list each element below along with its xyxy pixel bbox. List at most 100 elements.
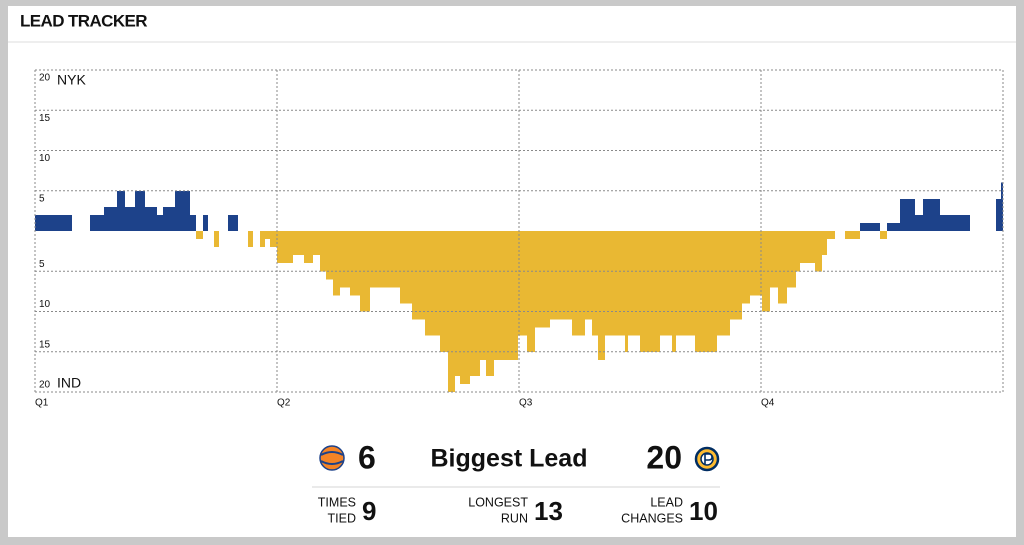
lead-bar: [534, 231, 551, 328]
x-tick-label: Q4: [761, 398, 775, 409]
nyk-logo: [319, 445, 345, 471]
lead-bar: [826, 231, 836, 240]
stat-label: LEAD: [650, 495, 683, 509]
lead-bar: [269, 231, 277, 248]
lead-bar: [860, 222, 880, 231]
lead-bar: [90, 214, 104, 231]
lead-bar: [777, 231, 788, 304]
lead-bar: [787, 231, 796, 288]
lead-bar: [400, 231, 412, 304]
ind-biggest-lead: 20: [646, 439, 682, 475]
lead-bar: [627, 231, 640, 336]
y-tick-label: 10: [39, 299, 51, 310]
lead-bar: [695, 231, 718, 352]
lead-bar: [459, 231, 470, 384]
lead-bar: [333, 231, 340, 296]
lead-bar: [35, 214, 72, 231]
lead-bar: [454, 231, 460, 376]
y-tick-label: 20: [39, 73, 51, 84]
lead-bar: [174, 190, 191, 231]
x-tick-label: Q3: [519, 398, 533, 409]
lead-bar: [411, 231, 426, 320]
lead-bar: [213, 231, 219, 248]
lead-bar: [485, 231, 494, 376]
lead-bar: [899, 198, 915, 231]
lead-bar: [103, 206, 118, 231]
lead-bar: [277, 231, 293, 264]
lead-bar: [598, 231, 605, 360]
lead-bar: [675, 231, 696, 336]
ind-logo: [694, 446, 720, 472]
y-tick-label: 20: [39, 380, 51, 391]
x-tick-label: Q2: [277, 398, 291, 409]
lead-bar: [584, 231, 593, 320]
lead-bar: [469, 231, 480, 376]
lead-bar: [144, 206, 158, 231]
lead-bar: [659, 231, 672, 336]
lead-bar: [624, 231, 628, 352]
lead-bar: [604, 231, 625, 336]
y-tick-label: 5: [39, 259, 45, 270]
lead-bar: [572, 231, 585, 336]
lead-bar: [914, 214, 923, 231]
lead-bar: [742, 231, 750, 304]
lead-bar: [671, 231, 676, 352]
lead-bar: [939, 214, 970, 231]
stat-label: CHANGES: [621, 511, 683, 525]
stat-label: TIED: [328, 511, 356, 525]
lead-bar: [227, 214, 239, 231]
lead-bar: [821, 231, 827, 256]
lead-bar: [135, 190, 145, 231]
lead-bar: [260, 231, 265, 248]
lead-bar: [163, 206, 175, 231]
lead-bar: [640, 231, 660, 352]
lead-bar: [814, 231, 822, 272]
y-tick-label: 15: [39, 339, 51, 350]
lead-bar: [326, 231, 334, 280]
lead-bar: [887, 222, 900, 231]
lead-bar: [879, 231, 888, 240]
lead-bar: [762, 231, 770, 312]
lead-bar: [517, 231, 527, 336]
lead-bar: [439, 231, 449, 352]
lead-bar: [729, 231, 743, 320]
y-tick-label: 15: [39, 113, 51, 124]
team-label-bottom: IND: [57, 375, 81, 391]
nyk-biggest-lead: 6: [358, 439, 376, 475]
lead-bar: [922, 198, 940, 231]
lead-bar: [312, 231, 320, 256]
y-tick-label: 5: [39, 193, 45, 204]
lead-bar: [292, 231, 305, 256]
lead-bar: [304, 231, 313, 264]
lead-bar: [247, 231, 254, 248]
lead-bar: [350, 231, 360, 296]
stat-value: 10: [689, 496, 718, 526]
lead-bar: [202, 214, 209, 231]
lead-bar: [264, 231, 270, 240]
lead-bar: [1000, 182, 1003, 231]
lead-bar: [479, 231, 486, 360]
lead-bar: [339, 231, 351, 288]
lead-bar: [717, 231, 730, 336]
stat-label: TIMES: [318, 495, 356, 509]
lead-chart: 20 15 10 5 5 10 15 20 Q1 Q2 Q3 Q4 NYK IND: [34, 69, 1004, 409]
lead-bar: [795, 231, 800, 272]
lead-bar: [995, 198, 1001, 231]
lead-bar: [195, 231, 203, 240]
biggest-lead-label: Biggest Lead: [431, 445, 588, 473]
lead-bar: [124, 206, 136, 231]
lead-bar: [799, 231, 815, 264]
lead-bar: [769, 231, 778, 288]
y-tick-label: 10: [39, 153, 51, 164]
stat-label: RUN: [501, 511, 528, 525]
lead-bar: [319, 231, 327, 272]
lead-bar: [749, 231, 763, 296]
lead-bar: [550, 231, 573, 320]
x-tick-label: Q1: [35, 398, 49, 409]
lead-bar: [157, 214, 164, 231]
lead-bar: [190, 214, 196, 231]
stats-panel: 6 Biggest Lead 20 TIMES TIED 9 LONGEST RUN 13 LEA…: [312, 439, 720, 526]
header-title: LEAD TRACKER: [20, 11, 147, 30]
lead-bar: [493, 231, 518, 360]
